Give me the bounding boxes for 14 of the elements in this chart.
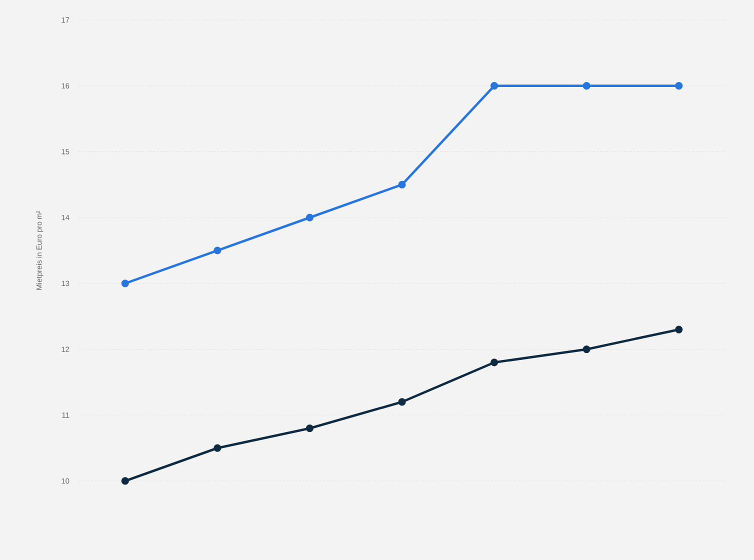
point bbox=[582, 82, 590, 90]
point bbox=[214, 246, 222, 254]
point bbox=[121, 280, 129, 288]
point bbox=[306, 214, 314, 222]
point bbox=[675, 326, 683, 334]
point bbox=[675, 82, 683, 90]
point bbox=[306, 424, 314, 432]
point bbox=[121, 477, 129, 485]
point bbox=[398, 398, 406, 406]
point bbox=[398, 180, 406, 188]
point bbox=[582, 345, 590, 354]
point bbox=[490, 358, 498, 366]
point bbox=[214, 444, 222, 452]
point bbox=[490, 82, 498, 90]
